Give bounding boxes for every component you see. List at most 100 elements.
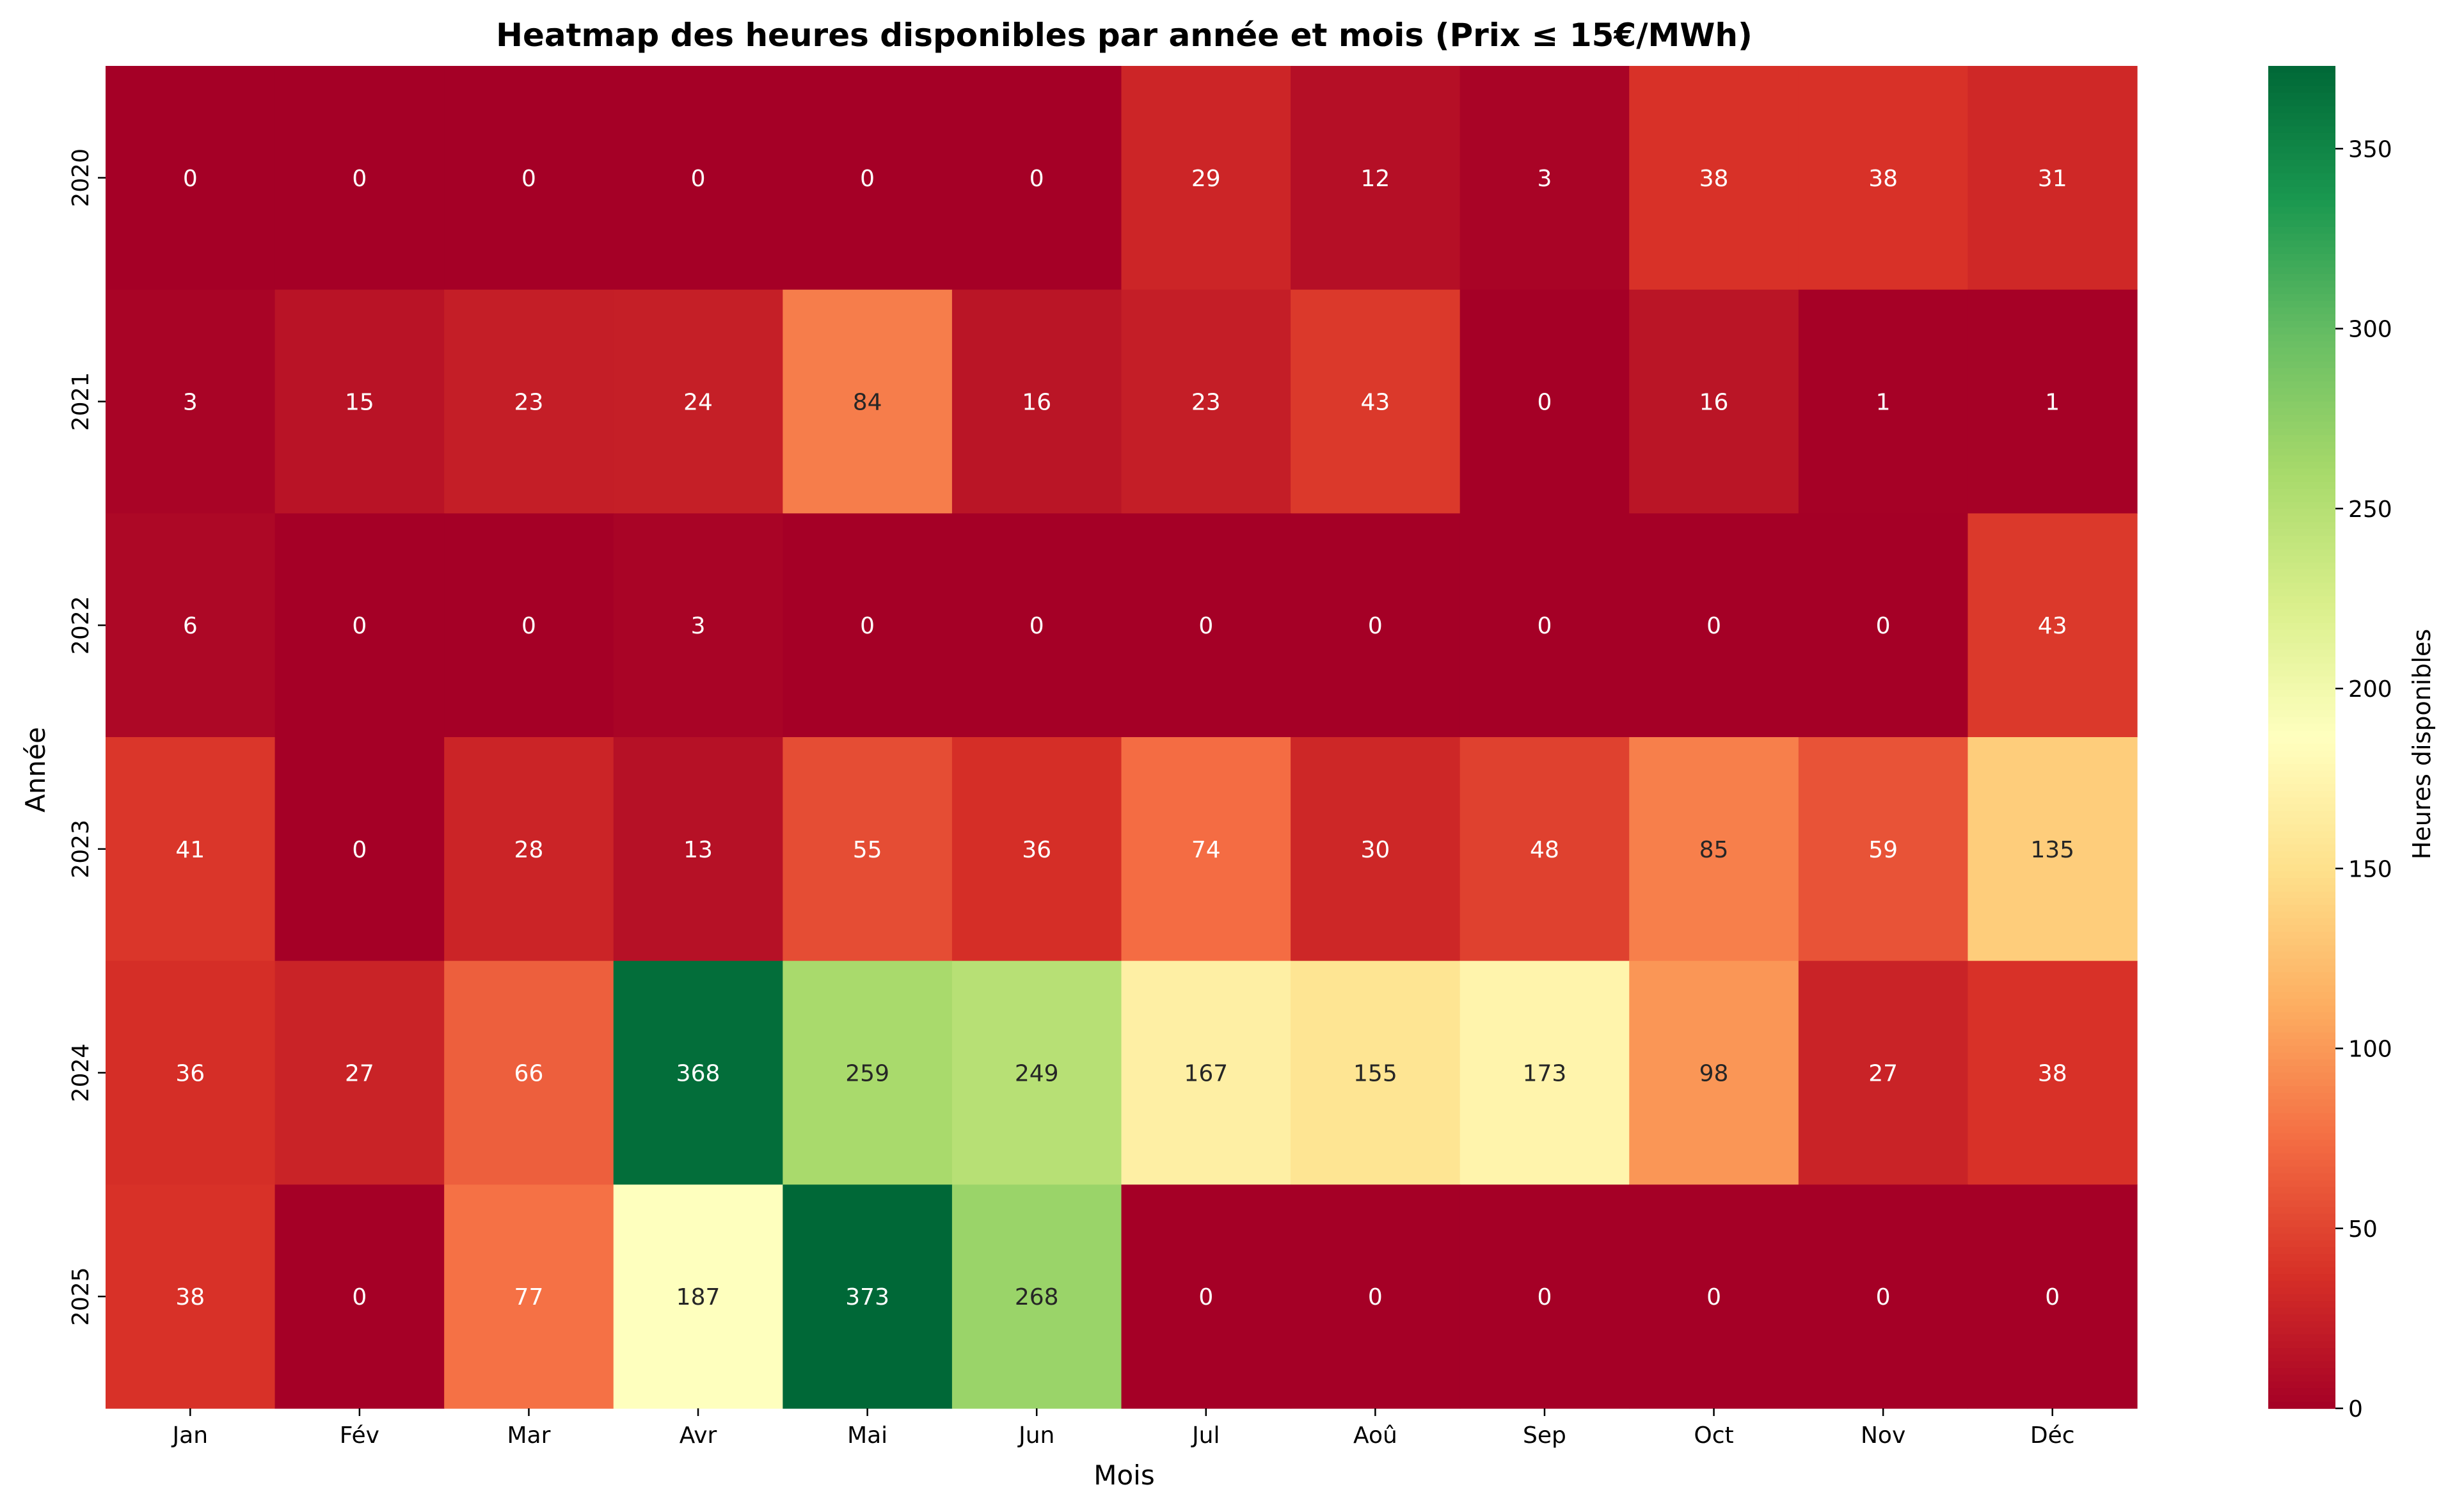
- colorbar-segment: [2268, 207, 2335, 214]
- y-tick-label: 2021: [68, 372, 94, 431]
- colorbar-segment: [2268, 804, 2335, 812]
- colorbar-segment: [2268, 918, 2335, 926]
- colorbar-segment: [2268, 1193, 2335, 1201]
- colorbar-segment: [2268, 670, 2335, 678]
- colorbar-tick-label: 350: [2348, 136, 2392, 163]
- cell-value-label: 16: [1699, 390, 1729, 416]
- heatmap-cell: [613, 513, 783, 738]
- heatmap-cell: [951, 66, 1122, 290]
- heatmap-cell: [1629, 737, 1799, 962]
- colorbar-segment: [2268, 1039, 2335, 1047]
- colorbar-segment: [2268, 1066, 2335, 1074]
- cell-value-label: 3: [183, 390, 198, 416]
- heatmap-cell: [1798, 960, 1969, 1185]
- heatmap-cell: [444, 513, 614, 738]
- colorbar-segment: [2268, 1395, 2335, 1403]
- colorbar-segment: [2268, 784, 2335, 792]
- colorbar-segment: [2268, 555, 2335, 564]
- cell-value-label: 0: [521, 166, 536, 192]
- colorbar-segment: [2268, 1280, 2335, 1288]
- colorbar-segment: [2268, 636, 2335, 644]
- colorbar-segment: [2268, 260, 2335, 268]
- cell-value-label: 135: [2030, 837, 2074, 863]
- colorbar-segment: [2268, 1261, 2335, 1268]
- colorbar-segment: [2268, 180, 2335, 187]
- heatmap-cell: [783, 960, 953, 1185]
- cell-value-label: 0: [1198, 613, 1213, 639]
- heatmap-cell: [1121, 289, 1291, 514]
- colorbar: 0 50 100 150 200 250 300 350: [2268, 66, 2392, 1422]
- heatmap-cell: [1291, 960, 1461, 1185]
- x-tick-label: Jul: [1191, 1422, 1220, 1449]
- heatmap-cell: [274, 960, 445, 1185]
- cell-value-label: 0: [521, 613, 536, 639]
- cell-value-label: 1: [2045, 390, 2060, 416]
- cell-value-label: 31: [2038, 166, 2067, 192]
- colorbar-segment: [2268, 838, 2335, 845]
- heatmap-cell: [783, 66, 953, 290]
- heatmap-cell: [1798, 513, 1969, 738]
- colorbar-segment: [2268, 951, 2335, 959]
- colorbar-segment: [2268, 1328, 2335, 1335]
- y-tick-label: 2022: [68, 596, 94, 655]
- heatmap-cell: [951, 513, 1122, 738]
- colorbar-segment: [2268, 717, 2335, 724]
- cell-value-label: 85: [1699, 837, 1729, 863]
- heatmap-cell: [1968, 960, 2138, 1185]
- heatmap-cell: [106, 66, 276, 290]
- colorbar-segment: [2268, 113, 2335, 120]
- heatmap-cell: [1121, 737, 1291, 962]
- cell-value-label: 36: [175, 1061, 205, 1087]
- colorbar-segment: [2268, 911, 2335, 919]
- colorbar-tick-label: 250: [2348, 497, 2392, 523]
- colorbar-segment: [2268, 227, 2335, 235]
- cell-value-label: 0: [183, 166, 198, 192]
- colorbar-segment: [2268, 777, 2335, 785]
- colorbar-segment: [2268, 1173, 2335, 1181]
- colorbar-segment: [2268, 925, 2335, 933]
- x-tick-label: Sep: [1523, 1422, 1566, 1449]
- heatmap-cell: [1121, 66, 1291, 290]
- colorbar-segment: [2268, 1113, 2335, 1120]
- colorbar-segment: [2268, 992, 2335, 999]
- heatmap-cells: 0 0 0 0 0 0 29 12 3 38 38 313 15 23 24 84 16 23 43 0 16 1 16 0 0…: [106, 66, 2138, 1409]
- heatmap-cell: [1291, 289, 1461, 514]
- colorbar-segment: [2268, 1301, 2335, 1309]
- heatmap-cell: [1798, 289, 1969, 514]
- heatmap-cell: [783, 289, 953, 514]
- heatmap-cell: [1968, 289, 2138, 514]
- colorbar-segment: [2268, 1388, 2335, 1396]
- heatmap-cell: [1629, 66, 1799, 290]
- colorbar-segment: [2268, 757, 2335, 765]
- cell-value-label: 59: [1868, 837, 1898, 863]
- colorbar-segment: [2268, 878, 2335, 886]
- colorbar-segment: [2268, 1381, 2335, 1389]
- x-tick-label: Avr: [680, 1422, 717, 1449]
- colorbar-segment: [2268, 710, 2335, 718]
- colorbar-tick-label: 50: [2348, 1216, 2378, 1243]
- colorbar-segment: [2268, 676, 2335, 684]
- colorbar-segment: [2268, 442, 2335, 449]
- colorbar-segment: [2268, 381, 2335, 389]
- colorbar-segment: [2268, 1274, 2335, 1282]
- cell-value-label: 155: [1353, 1061, 1397, 1087]
- colorbar-segment: [2268, 1207, 2335, 1214]
- colorbar-segment: [2268, 824, 2335, 832]
- colorbar-segment: [2268, 1368, 2335, 1376]
- colorbar-segment: [2268, 1072, 2335, 1080]
- colorbar-segment: [2268, 1227, 2335, 1235]
- colorbar-segment: [2268, 884, 2335, 893]
- colorbar-segment: [2268, 864, 2335, 872]
- colorbar-segment: [2268, 502, 2335, 510]
- heatmap-cell: [106, 737, 276, 962]
- colorbar-segment: [2268, 703, 2335, 711]
- heatmap-cell: [1629, 513, 1799, 738]
- colorbar-segment: [2268, 1361, 2335, 1369]
- x-tick-label: Jun: [1017, 1422, 1054, 1449]
- x-tick-label: Aoû: [1353, 1422, 1397, 1449]
- colorbar-segment: [2268, 287, 2335, 295]
- cell-value-label: 12: [1360, 166, 1390, 192]
- heatmap-cell: [106, 960, 276, 1185]
- heatmap-cell: [1459, 960, 1630, 1185]
- cell-value-label: 38: [175, 1284, 205, 1310]
